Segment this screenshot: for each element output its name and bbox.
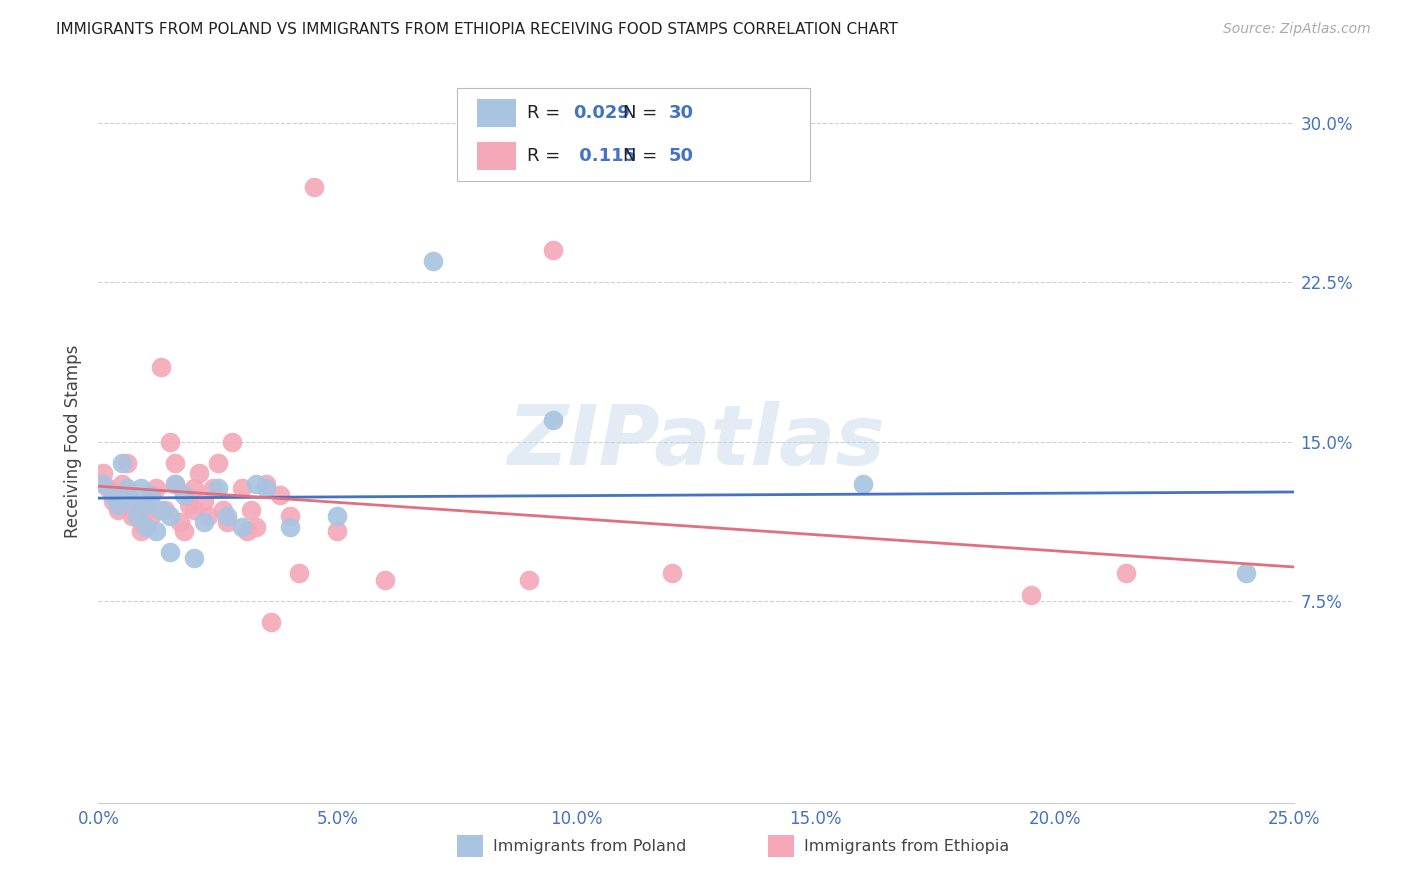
Point [131,516,153,530]
Point [541,244,564,258]
Point [202,481,225,495]
Point [259,615,281,630]
Text: ZIPatlas: ZIPatlas [508,401,884,482]
Point [217,516,239,530]
Point [183,551,205,566]
Point [207,456,229,470]
Point [517,573,540,587]
Point [661,566,683,581]
Point [107,498,129,512]
Text: Immigrants from Poland: Immigrants from Poland [494,838,686,854]
Point [163,456,186,470]
Point [163,477,186,491]
Point [221,434,243,449]
Point [159,545,181,559]
Point [131,481,153,495]
Point [149,502,172,516]
Point [374,573,396,587]
Text: Immigrants from Ethiopia: Immigrants from Ethiopia [804,838,1008,854]
Text: 0.115: 0.115 [572,147,636,165]
Point [135,502,157,516]
Point [131,524,153,538]
Point [302,179,325,194]
Point [91,477,114,491]
Point [245,477,267,491]
Point [101,494,124,508]
Point [207,481,229,495]
Point [145,524,167,538]
Point [288,566,311,581]
Point [163,477,186,491]
Point [169,516,191,530]
Point [139,488,162,502]
Text: N =: N = [623,147,664,165]
Point [217,508,239,523]
Point [179,498,201,512]
Point [139,488,162,502]
Point [231,481,253,495]
Y-axis label: Receiving Food Stamps: Receiving Food Stamps [65,345,83,538]
Point [173,524,195,538]
Point [852,477,875,491]
FancyBboxPatch shape [457,87,810,181]
Point [183,502,205,516]
Point [1115,566,1137,581]
FancyBboxPatch shape [457,835,484,857]
Point [111,456,134,470]
Point [235,524,257,538]
Text: R =: R = [527,103,567,122]
Point [254,477,277,491]
Point [231,519,253,533]
Point [145,481,167,495]
Point [1234,566,1257,581]
Point [240,502,263,516]
Point [326,508,349,523]
Point [422,254,444,268]
Point [139,508,162,523]
Text: R =: R = [527,147,567,165]
Point [121,508,143,523]
Point [125,508,148,523]
Point [193,494,215,508]
Point [115,481,138,495]
Point [245,519,267,533]
Point [326,524,349,538]
Point [121,494,143,508]
Point [97,481,120,495]
Point [159,434,181,449]
Point [91,467,114,481]
Point [173,488,195,502]
Point [211,502,233,516]
Point [111,477,134,491]
Point [149,360,172,375]
Point [135,498,157,512]
Text: 30: 30 [668,103,693,122]
Text: IMMIGRANTS FROM POLAND VS IMMIGRANTS FROM ETHIOPIA RECEIVING FOOD STAMPS CORRELA: IMMIGRANTS FROM POLAND VS IMMIGRANTS FRO… [56,22,898,37]
Point [197,508,219,523]
Point [278,508,301,523]
Point [135,519,157,533]
Point [101,488,124,502]
FancyBboxPatch shape [477,143,516,169]
FancyBboxPatch shape [768,835,794,857]
Point [107,502,129,516]
Point [541,413,564,427]
Point [254,481,277,495]
FancyBboxPatch shape [477,99,516,127]
Point [183,481,205,495]
Point [115,488,138,502]
Point [125,498,148,512]
Text: N =: N = [623,103,664,122]
Point [1019,588,1042,602]
Point [187,467,209,481]
Point [115,456,138,470]
Point [159,508,181,523]
Text: 0.029: 0.029 [572,103,630,122]
Point [269,488,291,502]
Point [155,502,177,516]
Point [278,519,301,533]
Point [193,516,215,530]
Text: 50: 50 [668,147,693,165]
Text: Source: ZipAtlas.com: Source: ZipAtlas.com [1223,22,1371,37]
